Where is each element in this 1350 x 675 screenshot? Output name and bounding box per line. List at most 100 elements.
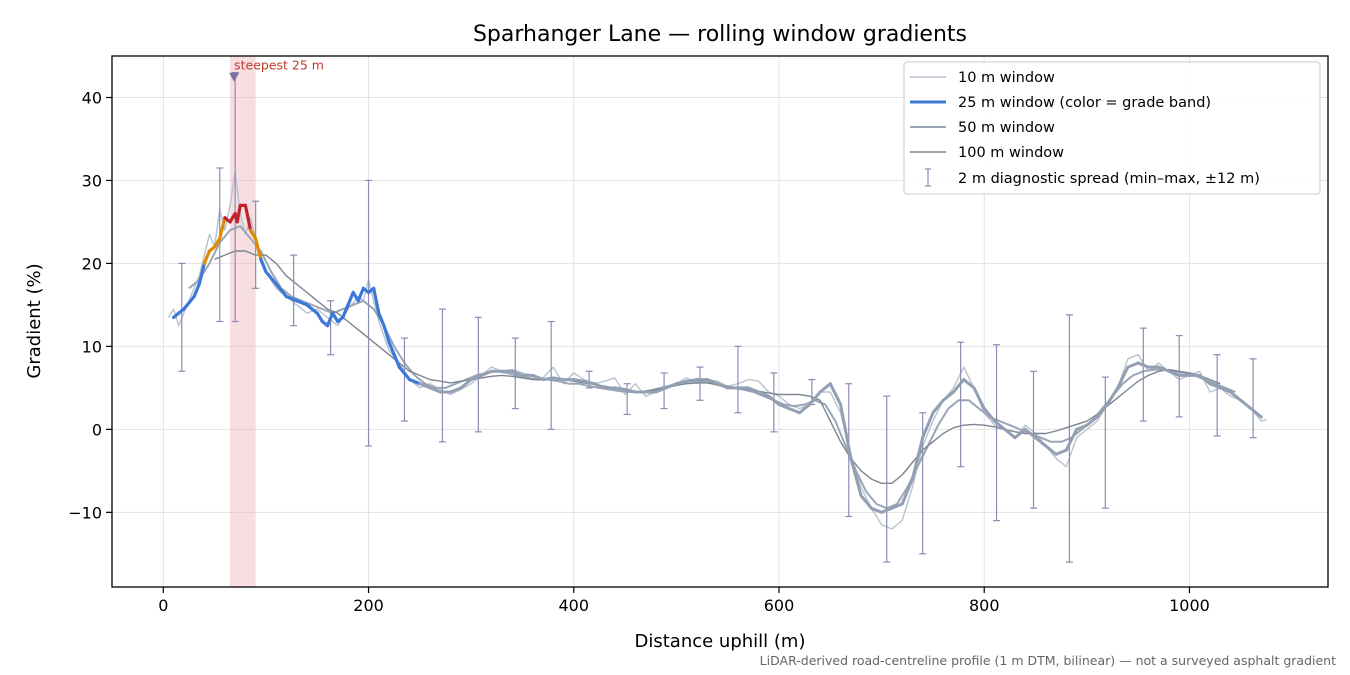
segment-25m-window: [1157, 365, 1171, 373]
segment-25m-window: [551, 376, 566, 382]
segment-25m-window: [1116, 365, 1130, 390]
segment-25m-window: [1218, 386, 1233, 394]
plot-area: [167, 71, 1267, 563]
segment-25m-window: [572, 378, 586, 383]
segment-25m-window: [295, 299, 309, 307]
spread-errorbar: [1065, 314, 1073, 563]
segment-25m-window: [254, 236, 263, 261]
segment-25m-window: [849, 456, 863, 498]
segment-25m-window: [274, 282, 289, 299]
spread-errorbar: [585, 370, 593, 389]
segment-25m-window: [674, 379, 689, 386]
segment-25m-window: [1249, 407, 1263, 419]
spread-errorbar: [1213, 354, 1221, 437]
x-tick-label: 800: [969, 596, 1000, 615]
spread-errorbar: [178, 262, 186, 372]
segment-25m-window: [592, 382, 607, 390]
segment-25m-window: [623, 388, 637, 394]
steepest-marker: [229, 72, 240, 82]
segment-25m-window: [325, 311, 335, 328]
legend-label-25m: 25 m window (color = grade band): [958, 95, 1211, 111]
segment-25m-window: [331, 311, 340, 324]
segment-25m-window: [259, 257, 268, 274]
chart-title: Sparhanger Lane — rolling window gradien…: [473, 22, 967, 47]
segment-25m-window: [356, 286, 366, 303]
segment-25m-window: [828, 382, 843, 406]
segment-25m-window: [685, 378, 699, 383]
segment-25m-window: [243, 203, 253, 232]
segment-25m-window: [818, 382, 832, 394]
segment-25m-window: [372, 286, 381, 315]
segment-25m-window: [469, 373, 483, 382]
x-axis-label: Distance uphill (m): [635, 631, 806, 652]
segment-25m-window: [951, 378, 966, 394]
spread-errorbar: [660, 372, 668, 410]
legend-label-spread: 2 m diagnostic spread (min–max, ±12 m): [958, 171, 1260, 187]
segment-25m-window: [972, 386, 986, 411]
spread-errorbar: [327, 300, 335, 356]
segment-25m-window: [202, 249, 212, 266]
segment-25m-window: [235, 203, 242, 224]
spread-errorbar: [290, 254, 298, 327]
segment-25m-window: [1239, 398, 1253, 411]
segment-25m-window: [1095, 402, 1109, 419]
segment-25m-window: [218, 216, 227, 241]
segment-25m-window: [1054, 448, 1068, 456]
segment-25m-window: [341, 303, 350, 319]
segment-25m-window: [992, 419, 1007, 431]
segment-25m-window: [962, 378, 976, 390]
segment-25m-window: [787, 407, 802, 415]
segment-25m-window: [315, 311, 324, 324]
segment-25m-window: [346, 290, 355, 307]
x-tick-label: 600: [764, 596, 795, 615]
segment-25m-window: [428, 386, 442, 394]
x-tick-label: 400: [558, 596, 589, 615]
segment-25m-window: [479, 369, 494, 377]
segment-25m-window: [192, 282, 201, 299]
legend-swatch-spread: [925, 168, 931, 187]
segment-25m-window: [449, 386, 463, 394]
segment-25m-window: [869, 506, 884, 514]
segment-25m-window: [1013, 427, 1027, 440]
spread-errorbar: [883, 395, 891, 563]
segment-25m-window: [1126, 361, 1140, 369]
segment-25m-window: [387, 340, 401, 369]
segment-25m-window: [407, 377, 422, 386]
spread-errorbar: [474, 316, 482, 433]
segment-25m-window: [459, 378, 473, 390]
segment-25m-window: [1003, 427, 1017, 440]
segment-25m-window: [248, 228, 258, 241]
segment-25m-window: [654, 386, 668, 394]
segment-25m-window: [1208, 382, 1222, 390]
spread-errorbar: [438, 308, 446, 443]
segment-25m-window: [1075, 423, 1089, 431]
segment-25m-window: [1198, 373, 1212, 386]
segment-25m-window: [900, 477, 914, 506]
segment-25m-window: [1064, 427, 1079, 452]
segment-25m-window: [941, 390, 955, 402]
spread-errorbar: [696, 366, 704, 401]
legend: 10 m window 25 m window (color = grade b…: [903, 61, 1321, 195]
segment-25m-window: [382, 324, 391, 344]
segment-25m-window: [1023, 427, 1038, 440]
spread-errorbar: [734, 345, 742, 414]
steepest-annotation: steepest 25 m: [229, 58, 324, 82]
y-axis-label: Gradient (%): [24, 263, 45, 378]
source-note: LiDAR-derived road-centreline profile (1…: [760, 653, 1336, 668]
segment-25m-window: [1229, 390, 1243, 402]
segment-25m-window: [1034, 436, 1048, 448]
spread-errorbar: [365, 179, 373, 447]
segment-25m-window: [756, 390, 771, 398]
segment-25m-window: [213, 236, 222, 249]
spread-errorbar: [993, 344, 1001, 522]
series-25m-window: [171, 203, 1263, 514]
y-tick-label: 10: [82, 337, 102, 356]
legend-box: [903, 61, 1321, 195]
x-axis-ticks: 0 200 400 600 800 1000: [158, 587, 1210, 615]
segment-25m-window: [531, 373, 545, 382]
x-tick-label: 1000: [1169, 596, 1210, 615]
y-tick-label: 40: [82, 88, 102, 107]
segment-25m-window: [1136, 361, 1150, 369]
spread-errorbar: [1249, 358, 1257, 439]
